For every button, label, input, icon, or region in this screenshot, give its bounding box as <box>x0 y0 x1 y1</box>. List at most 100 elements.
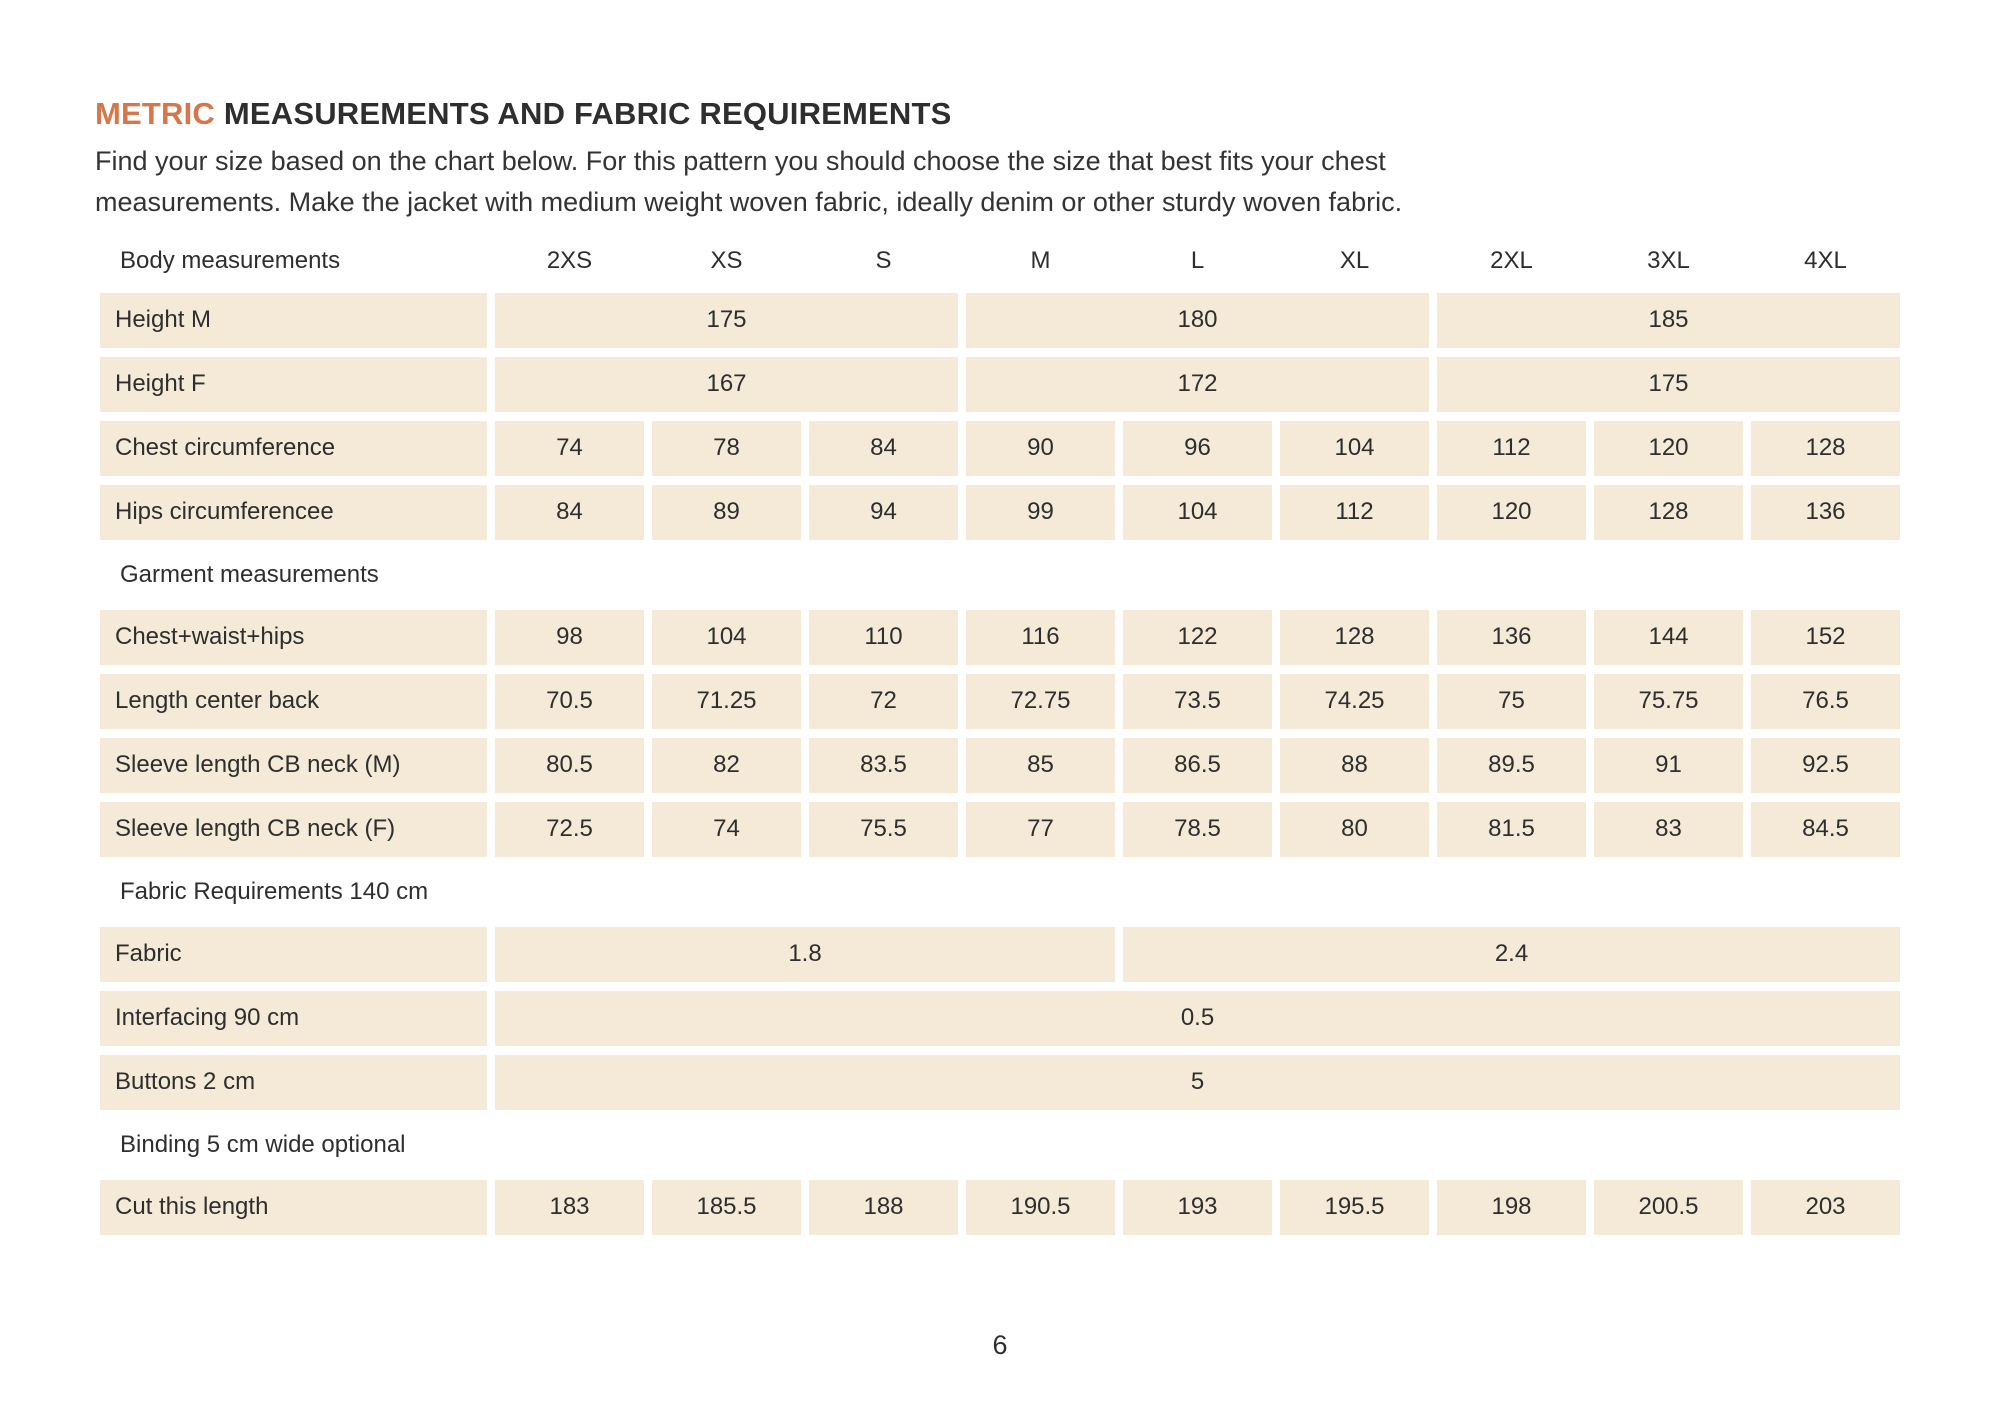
table-cell: 96 <box>1123 420 1272 476</box>
table-cell: 128 <box>1280 609 1429 665</box>
table-cell: 74.25 <box>1280 673 1429 729</box>
table-cell: 128 <box>1594 484 1743 540</box>
size-column-header-xs: XS <box>710 246 743 274</box>
table-cell: 75.75 <box>1594 673 1743 729</box>
table-cell: 75.5 <box>809 801 958 857</box>
table-cell: 83.5 <box>809 737 958 793</box>
table-cell: 120 <box>1594 420 1743 476</box>
table-cell: 112 <box>1280 484 1429 540</box>
row-label: Fabric <box>100 926 487 982</box>
table-cell: 75 <box>1437 673 1586 729</box>
size-column-header-3xl: 3XL <box>1647 246 1690 274</box>
table-cell: 73.5 <box>1123 673 1272 729</box>
row-label: Height F <box>100 356 487 412</box>
table-cell: 112 <box>1437 420 1586 476</box>
table-cell: 84 <box>809 420 958 476</box>
table-cell: 200.5 <box>1594 1179 1743 1235</box>
size-column-header-2xl: 2XL <box>1490 246 1533 274</box>
table-cell: 78 <box>652 420 801 476</box>
table-cell: 77 <box>966 801 1115 857</box>
row-label: Height M <box>100 292 487 348</box>
table-cell: 72.75 <box>966 673 1115 729</box>
intro-line-2: measurements. Make the jacket with mediu… <box>95 186 1403 217</box>
row-label: Sleeve length CB neck (F) <box>100 801 487 857</box>
table-cell: 120 <box>1437 484 1586 540</box>
table-cell: 81.5 <box>1437 801 1586 857</box>
table-cell: 83 <box>1594 801 1743 857</box>
page-title-rest: MEASUREMENTS AND FABRIC REQUIREMENTS <box>215 96 952 131</box>
page-number: 6 <box>992 1330 1008 1360</box>
table-cell: 203 <box>1751 1179 1900 1235</box>
table-cell: 195.5 <box>1280 1179 1429 1235</box>
table-cell: 94 <box>809 484 958 540</box>
table-cell: 175 <box>495 292 958 348</box>
table-cell: 74 <box>495 420 644 476</box>
size-column-header-s: S <box>875 246 892 274</box>
table-header-label: Body measurements <box>120 246 341 274</box>
table-cell: 2.4 <box>1123 926 1900 982</box>
table-cell: 180 <box>966 292 1429 348</box>
table-cell: 152 <box>1751 609 1900 665</box>
table-cell: 72 <box>809 673 958 729</box>
size-column-header-4xl: 4XL <box>1804 246 1847 274</box>
intro-line-1: Find your size based on the chart below.… <box>95 145 1386 176</box>
row-label: Interfacing 90 cm <box>100 990 487 1046</box>
table-cell: 86.5 <box>1123 737 1272 793</box>
table-cell: 136 <box>1437 609 1586 665</box>
table-cell: 89 <box>652 484 801 540</box>
section-header: Binding 5 cm wide optional <box>120 1130 406 1158</box>
table-cell: 90 <box>966 420 1115 476</box>
table-cell: 110 <box>809 609 958 665</box>
table-cell: 80 <box>1280 801 1429 857</box>
page-title-highlight: METRIC <box>95 96 216 131</box>
table-cell: 128 <box>1751 420 1900 476</box>
table-cell: 92.5 <box>1751 737 1900 793</box>
size-column-header-xl: XL <box>1339 246 1370 274</box>
size-column-header-l: L <box>1190 246 1205 274</box>
row-label: Chest+waist+hips <box>100 609 487 665</box>
table-cell: 71.25 <box>652 673 801 729</box>
table-cell: 89.5 <box>1437 737 1586 793</box>
section-header: Fabric Requirements 140 cm <box>120 877 429 905</box>
table-cell: 0.5 <box>495 990 1900 1046</box>
table-cell: 84 <box>495 484 644 540</box>
table-cell: 116 <box>966 609 1115 665</box>
table-cell: 172 <box>966 356 1429 412</box>
page-title: METRIC MEASUREMENTS AND FABRIC REQUIREME… <box>95 96 1905 132</box>
table-cell: 122 <box>1123 609 1272 665</box>
table-cell: 1.8 <box>495 926 1115 982</box>
table-cell: 85 <box>966 737 1115 793</box>
table-cell: 193 <box>1123 1179 1272 1235</box>
table-cell: 175 <box>1437 356 1900 412</box>
table-cell: 98 <box>495 609 644 665</box>
size-table: Body measurements 2XS XS S M L XL 2XL 3XL 4XL Heig… <box>100 238 1900 1235</box>
table-cell: 185 <box>1437 292 1900 348</box>
table-cell: 70.5 <box>495 673 644 729</box>
row-label: Sleeve length CB neck (M) <box>100 737 487 793</box>
table-cell: 80.5 <box>495 737 644 793</box>
row-label: Length center back <box>100 673 487 729</box>
table-cell: 99 <box>966 484 1115 540</box>
table-cell: 104 <box>1123 484 1272 540</box>
table-cell: 185.5 <box>652 1179 801 1235</box>
table-cell: 183 <box>495 1179 644 1235</box>
table-cell: 78.5 <box>1123 801 1272 857</box>
table-cell: 144 <box>1594 609 1743 665</box>
section-header: Garment measurements <box>120 560 379 588</box>
table-cell: 104 <box>652 609 801 665</box>
table-cell: 104 <box>1280 420 1429 476</box>
row-label: Buttons 2 cm <box>100 1054 487 1110</box>
row-label: Cut this length <box>100 1179 487 1235</box>
size-column-header-2xs: 2XS <box>546 246 593 274</box>
table-cell: 167 <box>495 356 958 412</box>
table-cell: 136 <box>1751 484 1900 540</box>
table-cell: 88 <box>1280 737 1429 793</box>
table-cell: 76.5 <box>1751 673 1900 729</box>
row-label: Chest circumference <box>100 420 487 476</box>
intro-paragraph: Find your size based on the chart below.… <box>95 141 1905 223</box>
table-cell: 198 <box>1437 1179 1586 1235</box>
table-cell: 72.5 <box>495 801 644 857</box>
row-label: Hips circumferencee <box>100 484 487 540</box>
size-column-header-m: M <box>1030 246 1051 274</box>
